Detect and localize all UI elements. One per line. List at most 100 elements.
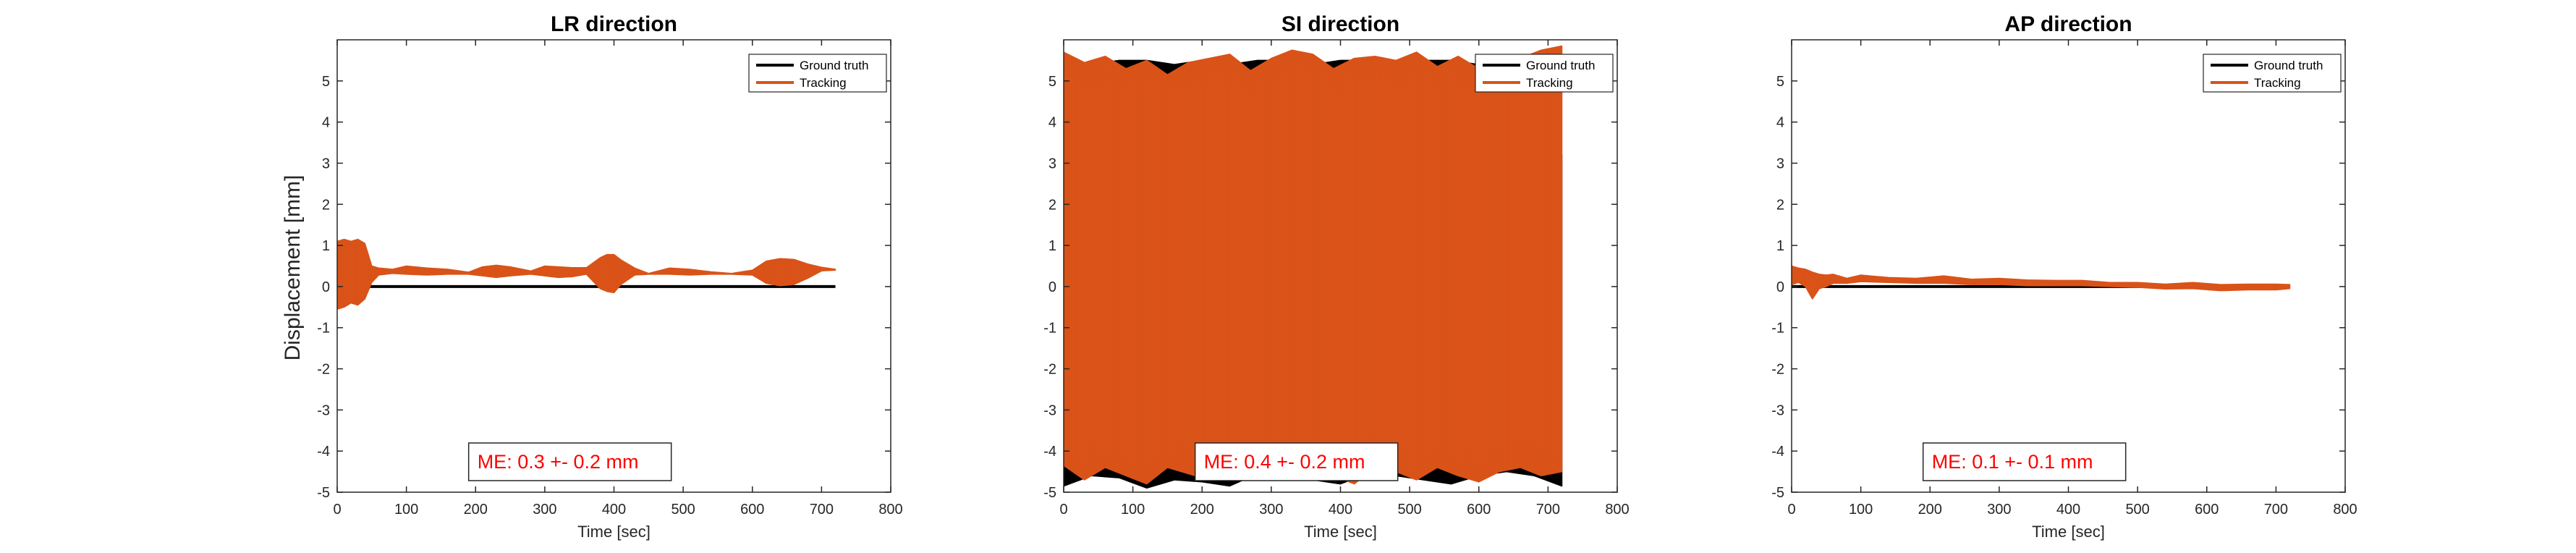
y-tick-label: -2 [1043,362,1056,378]
y-tick-label: -5 [1771,485,1784,501]
x-tick-label: 200 [1918,502,1942,518]
y-tick-label: -3 [317,402,330,418]
x-tick-label: 800 [2333,502,2357,518]
y-tick-label: -1 [1043,321,1056,337]
series-tracking-trace [337,240,835,307]
x-tick-label: 0 [1787,502,1795,518]
x-tick-label: 100 [1849,502,1873,518]
legend: Ground truth Tracking [2203,54,2342,93]
y-tick-label: -4 [1771,444,1784,460]
legend: Ground truth Tracking [1475,54,1614,93]
chart-title: SI direction [1281,12,1399,36]
x-tick-label: 600 [1467,502,1491,518]
x-tick-label: 400 [2056,502,2080,518]
me-annotation-text: ME: 0.3 +- 0.2 mm [478,451,639,473]
legend-box [2203,54,2342,93]
me-annotation-box [1922,442,2127,481]
legend: Ground truth Tracking [748,54,887,93]
legend-entry: Ground truth [1526,59,1595,72]
y-tick-label: -2 [317,362,330,378]
y-tick-label: 1 [322,238,330,254]
x-tick-label: 200 [1190,502,1214,518]
x-tick-label: 100 [394,502,418,518]
x-tick-label: 700 [1536,502,1560,518]
me-annotation-box [467,442,672,481]
y-tick-label: -1 [317,321,330,337]
chart-panel-2: 0 100 200 300 400 500 600 700 800 -5 -4 -3 -2 -1 0 1 2 3 4… [1043,12,1629,541]
chart-title: LR direction [551,12,677,36]
y-tick-label: 3 [1776,156,1784,172]
y-tick-label: -4 [1043,444,1056,460]
y-tick-label: -3 [1771,402,1784,418]
x-tick-label: 700 [2264,502,2288,518]
me-annotation-text: ME: 0.4 +- 0.2 mm [1204,451,1365,473]
chart-title: AP direction [2004,12,2132,36]
x-tick-label: 300 [533,502,556,518]
legend-entry: Tracking [800,76,847,90]
plot-marks [337,238,836,310]
x-tick-label: 100 [1121,502,1145,518]
chart-panel-1: 0 100 200 300 400 500 600 700 800 -5 -4 -3 -2 -1 0 1 2 3 4… [317,12,902,541]
y-tick-label: 0 [322,279,330,295]
x-tick-label: 300 [1987,502,2011,518]
y-tick-label: 1 [1048,238,1056,254]
y-tick-label: 5 [1776,74,1784,90]
legend-box [1475,54,1614,93]
y-tick-label: 5 [1048,74,1056,90]
x-tick-label: 200 [464,502,488,518]
y-tick-label: 1 [1776,238,1784,254]
y-tick-label: -5 [317,485,330,501]
y-tick-label: 2 [1048,197,1056,213]
me-annotation-text: ME: 0.1 +- 0.1 mm [1932,451,2093,473]
me-annotation: ME: 0.3 +- 0.2 mm [467,442,672,481]
legend-entry: Tracking [2254,76,2301,90]
y-tick-label: -1 [1771,321,1784,337]
x-axis-label: Time [sec] [577,523,651,541]
x-tick-label: 0 [1059,502,1067,518]
charts-container: 0 100 200 300 400 500 600 700 800-5-4-3-2-101234… [317,12,2357,541]
x-tick-label: 400 [602,502,626,518]
y-tick-label: -4 [317,444,330,460]
legend-entry: Ground truth [800,59,868,72]
x-tick-label: 400 [1329,502,1352,518]
x-tick-label: 500 [2125,502,2149,518]
plot-marks [1064,45,1563,489]
y-tick-label: 2 [322,197,330,213]
legend-box [748,54,887,93]
y-tick-label: 4 [1776,115,1784,131]
legend-entry: Ground truth [2254,59,2323,72]
y-tick-label: 3 [322,156,330,172]
me-annotation: ME: 0.4 +- 0.2 mm [1194,442,1399,481]
y-tick-label: -5 [1043,485,1056,501]
x-tick-label: 600 [2195,502,2219,518]
x-tick-label: 800 [1605,502,1629,518]
series-tracking-trace [1792,266,2289,297]
y-tick-label: -3 [1043,402,1056,418]
plot-area [1792,40,2345,492]
x-tick-label: 800 [878,502,902,518]
x-tick-label: 0 [333,502,341,518]
series-tracking-envelope [1792,265,2291,300]
series-tracking-envelope [337,238,836,310]
plot-marks [1792,265,2291,300]
legend-entry: Tracking [1526,76,1573,90]
me-annotation-box [1194,442,1399,481]
chart-panel-3: 0 100 200 300 400 500 600 700 800 -5 -4 -3 -2 -1 0 1 2 3 4… [1771,12,2357,541]
shared-y-axis-label: Displacement [mm] [281,175,305,361]
x-tick-label: 300 [1259,502,1283,518]
y-tick-label: 4 [1048,115,1056,131]
y-tick-label: 0 [1048,279,1056,295]
y-tick-label: 4 [322,115,330,131]
y-tick-label: -2 [1771,362,1784,378]
x-tick-label: 700 [810,502,834,518]
x-axis-label: Time [sec] [1304,523,1377,541]
x-tick-label: 500 [671,502,695,518]
y-tick-label: 0 [1776,279,1784,295]
y-tick-label: 5 [322,74,330,90]
series-tracking-trace [1064,50,1562,478]
x-tick-label: 600 [740,502,764,518]
y-tick-label: 3 [1048,156,1056,172]
me-annotation: ME: 0.1 +- 0.1 mm [1922,442,2127,481]
x-axis-label: Time [sec] [2032,523,2105,541]
